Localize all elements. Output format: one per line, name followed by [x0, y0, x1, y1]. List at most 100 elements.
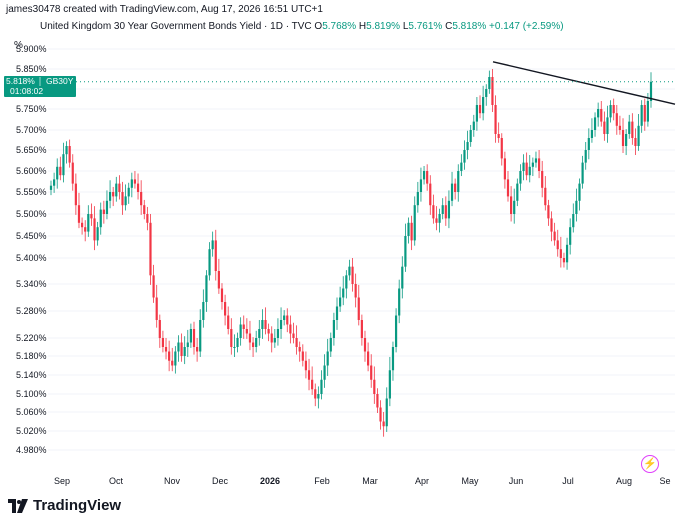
candle-body — [559, 249, 562, 258]
candle-body — [255, 338, 258, 347]
y-tick-label: 5.500% — [16, 209, 47, 219]
x-tick-label: Jun — [509, 476, 524, 486]
candle-body — [99, 209, 102, 228]
candle-body — [401, 266, 404, 289]
candle-body — [267, 329, 270, 334]
candle-body — [600, 109, 603, 122]
candle-body — [276, 329, 280, 338]
x-tick-label: Aug — [616, 476, 632, 486]
candle-body — [506, 179, 510, 197]
candle-body — [366, 351, 370, 366]
x-tick-label: Jul — [562, 476, 574, 486]
y-tick-label: 5.340% — [16, 279, 47, 289]
candle-body — [196, 347, 199, 352]
candle-body — [454, 183, 457, 192]
candle-body — [345, 275, 348, 289]
candle-body — [329, 338, 332, 352]
candle-body — [547, 205, 550, 219]
legend-open-label: O — [314, 21, 323, 32]
candle-body — [370, 365, 373, 380]
candle-body — [572, 214, 575, 228]
candle-body — [575, 200, 578, 214]
candle-body — [550, 218, 553, 232]
candle-body — [441, 205, 444, 214]
price-tag-value: 5.818% — [6, 76, 35, 86]
candle-body — [189, 329, 192, 343]
candle-body — [292, 333, 295, 338]
candle-body — [168, 351, 171, 361]
candle-body — [84, 227, 87, 232]
candle-body — [342, 288, 345, 298]
candle-body — [199, 320, 202, 352]
candle-body — [640, 105, 643, 126]
candle-body — [233, 347, 236, 348]
candle-body — [634, 138, 637, 146]
y-tick-label: 5.750% — [16, 104, 47, 114]
candle-body — [581, 162, 584, 184]
candle-body — [279, 320, 283, 329]
lightning-bolt-icon[interactable]: ⚡ — [641, 455, 659, 473]
x-tick-label: Se — [659, 476, 670, 486]
candle-body — [475, 105, 479, 122]
candle-body — [429, 183, 432, 206]
candle-body — [565, 244, 569, 263]
candle-body — [419, 179, 423, 192]
candle-body — [606, 117, 609, 134]
candle-body — [270, 333, 273, 343]
price-tag-box — [4, 76, 76, 97]
candle-body — [482, 97, 485, 114]
candle-body — [183, 347, 186, 356]
legend-high-value: 5.819% — [366, 21, 401, 32]
candle-body — [158, 320, 161, 338]
candle-body — [186, 342, 189, 347]
candle-body — [432, 205, 435, 219]
candle-body — [494, 105, 497, 134]
candle-body — [643, 105, 646, 122]
candle-body — [593, 117, 597, 130]
candle-body — [510, 196, 513, 214]
candle-body — [108, 192, 112, 201]
candle-body — [323, 365, 326, 380]
x-tick-label: Mar — [362, 476, 378, 486]
candle-body — [609, 105, 612, 118]
x-tick-label: Sep — [54, 476, 70, 486]
candle-body — [192, 329, 196, 347]
candle-body — [485, 89, 488, 97]
candle-body — [164, 347, 168, 352]
y-tick-label: 5.100% — [16, 389, 47, 399]
candle-body — [422, 171, 426, 180]
candle-body — [537, 158, 541, 171]
candle-body — [544, 187, 547, 206]
candle-body — [348, 266, 351, 276]
x-tick-label: Apr — [415, 476, 429, 486]
y-tick-label: 5.180% — [16, 351, 47, 361]
candle-body — [211, 240, 214, 250]
candle-body — [491, 77, 494, 105]
candle-body — [413, 205, 416, 241]
candle-body — [140, 192, 143, 206]
candle-body — [236, 338, 239, 347]
candle-body — [93, 218, 96, 241]
candle-body — [556, 240, 559, 250]
candle-body — [59, 166, 62, 176]
candle-body — [466, 142, 469, 150]
candle-body — [127, 187, 130, 197]
trendline — [492, 61, 676, 105]
candle-body — [118, 183, 121, 192]
candle-body — [646, 101, 649, 122]
candle-body — [149, 222, 152, 276]
candle-body — [245, 329, 248, 334]
candle-body — [326, 351, 329, 366]
candle-body — [628, 121, 631, 134]
candle-body — [553, 231, 556, 241]
candle-body — [407, 222, 410, 236]
tradingview-footer[interactable]: TradingView — [8, 497, 121, 514]
candle-body — [71, 162, 74, 184]
candle-body — [161, 338, 165, 347]
candle-body — [618, 125, 622, 130]
candle-body — [379, 407, 382, 422]
candle-body — [230, 329, 233, 347]
candle-body — [273, 338, 276, 343]
candle-body — [68, 146, 71, 163]
